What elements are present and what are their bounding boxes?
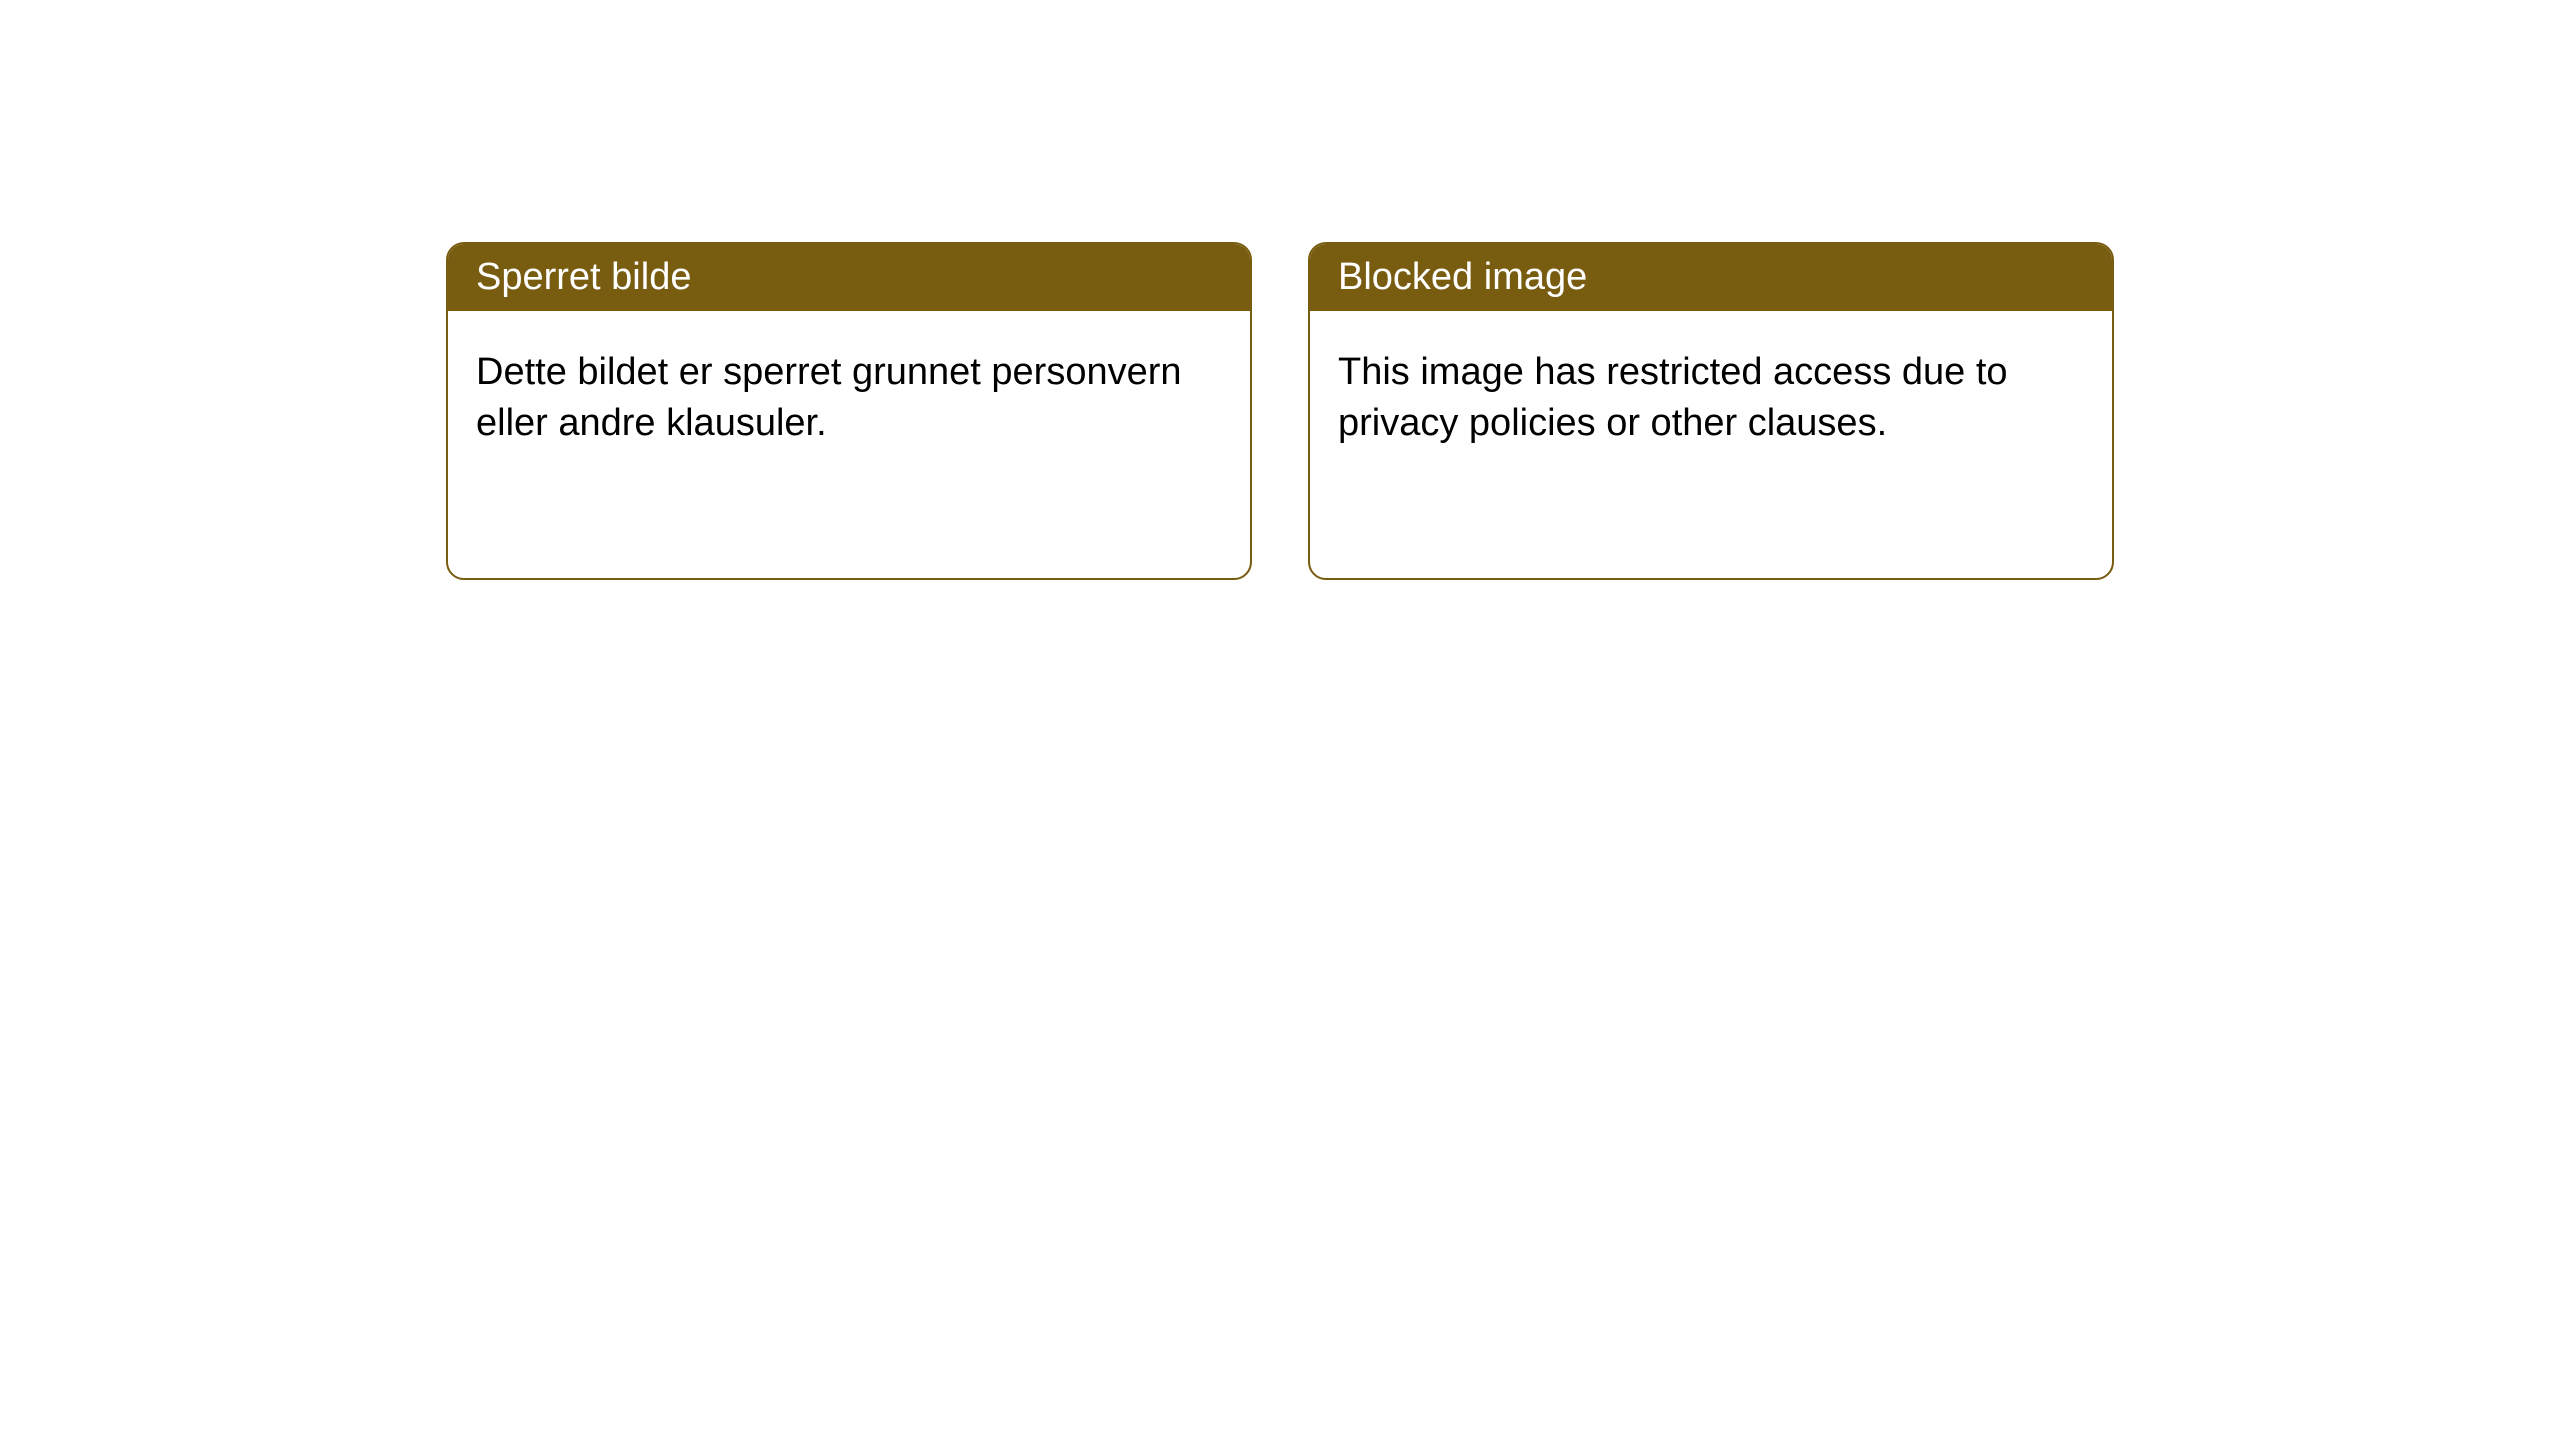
card-body-text: This image has restricted access due to … <box>1338 351 2008 444</box>
card-header: Sperret bilde <box>448 244 1250 311</box>
notice-cards-container: Sperret bilde Dette bildet er sperret gr… <box>0 0 2560 580</box>
card-title: Blocked image <box>1338 256 1587 298</box>
card-body: This image has restricted access due to … <box>1310 311 2112 486</box>
card-header: Blocked image <box>1310 244 2112 311</box>
card-body-text: Dette bildet er sperret grunnet personve… <box>476 351 1182 444</box>
card-body: Dette bildet er sperret grunnet personve… <box>448 311 1250 486</box>
notice-card-english: Blocked image This image has restricted … <box>1308 242 2114 580</box>
notice-card-norwegian: Sperret bilde Dette bildet er sperret gr… <box>446 242 1252 580</box>
card-title: Sperret bilde <box>476 256 691 298</box>
